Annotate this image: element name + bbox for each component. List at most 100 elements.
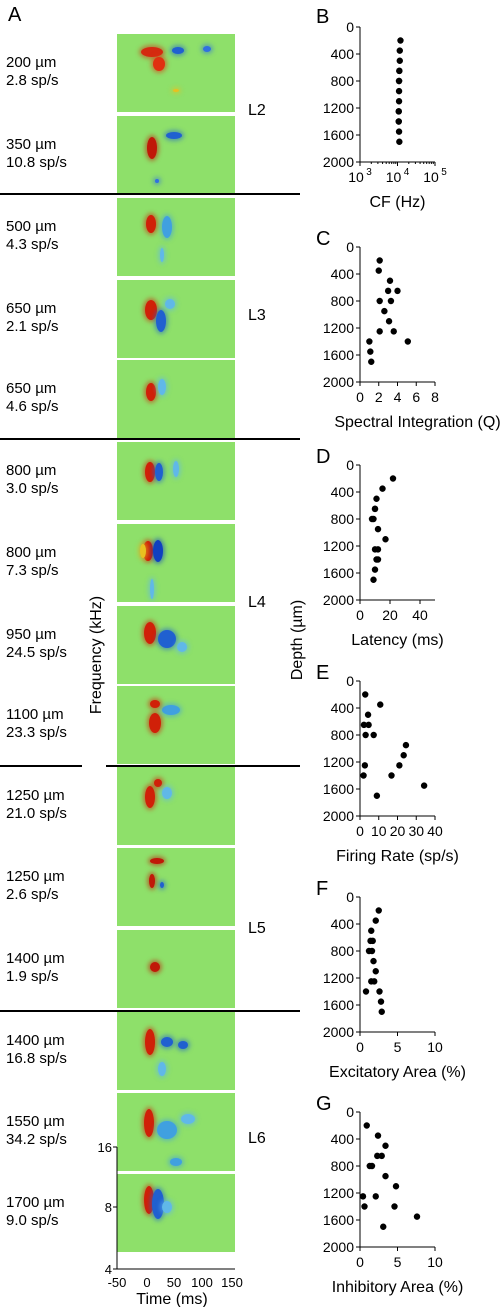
unit-depth: 1550 µm: [6, 1113, 65, 1130]
data-point: [374, 1132, 382, 1139]
data-point: [374, 556, 382, 563]
data-point: [359, 1193, 367, 1200]
y-tick-label: 2000: [323, 154, 354, 170]
strf-blob: [157, 1061, 166, 1076]
y-tick-label: 0: [346, 889, 354, 905]
x-tick-label: 20: [390, 823, 406, 839]
y-tick-label: 1200: [323, 754, 354, 770]
data-point: [368, 1162, 376, 1170]
unit-label: 1400 µm 16.8 sp/s: [6, 1032, 67, 1068]
strf-blob: [153, 56, 166, 71]
data-point: [375, 907, 382, 914]
data-point: [395, 128, 403, 135]
data-point: [361, 762, 369, 769]
panel-letter-g: G: [316, 1093, 332, 1115]
strf-blob: [145, 785, 156, 808]
data-point: [374, 1152, 381, 1160]
unit-depth: 650 µm: [6, 380, 57, 397]
strf-heatmap: [117, 442, 235, 520]
strf-blob: [154, 779, 163, 788]
data-point: [362, 731, 369, 739]
data-point: [388, 772, 395, 779]
data-point: [420, 782, 428, 789]
data-point: [396, 762, 403, 769]
data-point: [378, 1008, 385, 1015]
unit-depth: 350 µm: [6, 136, 57, 153]
strf-blob: [161, 215, 172, 238]
data-point: [377, 701, 384, 708]
data-point: [395, 108, 402, 115]
unit-depth: 500 µm: [6, 218, 57, 235]
data-point: [396, 57, 403, 64]
data-point: [369, 937, 376, 945]
y-tick-label: 1600: [323, 347, 354, 363]
unit-depth: 1100 µm: [6, 706, 64, 723]
unit-depth: 800 µm: [6, 544, 57, 561]
strf-xtick: 50: [167, 1275, 181, 1290]
panel-letter-b: B: [316, 6, 330, 28]
data-point: [366, 338, 373, 345]
layer-label-l2: L2: [248, 102, 266, 119]
unit-depth: 650 µm: [6, 300, 57, 317]
data-point: [360, 721, 368, 729]
strf-heatmap: [117, 360, 235, 438]
y-tick-label: 1600: [323, 1212, 354, 1228]
layer-separator: [0, 193, 300, 195]
unit-rate: 4.3 sp/s: [6, 236, 59, 253]
unit-label: 800 µm 7.3 sp/s: [6, 544, 59, 580]
data-point: [381, 307, 388, 315]
y-tick-label: 0: [346, 457, 354, 473]
unit-label: 1550 µm 34.2 sp/s: [6, 1113, 67, 1149]
strf-blob: [180, 1113, 195, 1124]
data-point: [382, 1142, 389, 1149]
x-axis-label: Excitatory Area (%): [329, 1064, 466, 1081]
data-point: [396, 47, 403, 54]
strf-blob: [152, 1188, 165, 1219]
data-point: [372, 1193, 379, 1200]
data-point: [378, 1152, 385, 1160]
data-point: [390, 328, 397, 335]
data-point: [362, 988, 370, 995]
data-point: [373, 792, 381, 799]
strf-blob: [145, 299, 158, 320]
y-tick-label: 800: [331, 1158, 355, 1174]
data-point: [374, 525, 382, 533]
x-tick-label: 0: [356, 823, 364, 839]
y-tick-label: 400: [331, 700, 355, 716]
strf-heatmap: [117, 930, 235, 1008]
y-tick-label: 1200: [323, 1185, 354, 1201]
data-point: [368, 927, 375, 934]
strf-blob: [161, 1201, 172, 1214]
unit-rate: 1.9 sp/s: [6, 968, 59, 985]
unit-rate: 24.5 sp/s: [6, 644, 67, 661]
strf-heatmap: [117, 198, 235, 276]
x-tick-label: 0: [356, 389, 364, 405]
x-tick-label: 10: [348, 169, 364, 185]
strf-blob: [165, 131, 182, 139]
strf-heatmap: [117, 767, 235, 845]
x-tick-label: 0: [356, 1039, 364, 1055]
data-point: [395, 98, 403, 105]
y-tick-label: 400: [331, 484, 355, 500]
y-tick-label: 2000: [323, 1239, 354, 1255]
data-point: [404, 338, 412, 345]
unit-depth: 950 µm: [6, 626, 57, 643]
x-tick-label: 2: [375, 389, 383, 405]
strf-blob: [153, 540, 164, 563]
strf-axes: 16 8 4 -50 0 50 100 150 Time (ms): [98, 1140, 243, 1307]
y-tick-label: 800: [331, 73, 355, 89]
strf-blob: [143, 1185, 154, 1214]
data-point: [400, 752, 407, 759]
y-tick-label: 400: [331, 46, 355, 62]
strf-blob: [159, 881, 164, 888]
strf-blob: [145, 1028, 156, 1055]
data-point: [371, 978, 378, 985]
unit-rate: 2.1 sp/s: [6, 318, 59, 335]
strf-blob: [157, 630, 176, 649]
data-point: [397, 37, 404, 44]
strf-blob: [202, 46, 211, 53]
y-tick-label: 0: [346, 239, 354, 255]
strf-ytick: 4: [105, 1262, 112, 1277]
